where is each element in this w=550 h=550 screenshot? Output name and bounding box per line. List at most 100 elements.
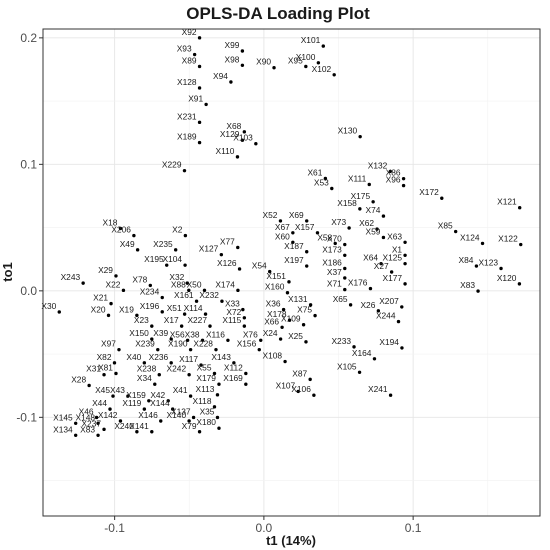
point-label: X96 xyxy=(386,175,401,185)
point-label: X110 xyxy=(216,146,235,156)
point-marker xyxy=(352,345,356,349)
point-label: X244 xyxy=(376,311,396,321)
point-marker xyxy=(169,337,173,341)
point-marker xyxy=(109,301,113,306)
point-label: X25 xyxy=(288,331,303,341)
point-label: X232 xyxy=(199,290,219,300)
point-marker xyxy=(259,338,263,343)
point-marker xyxy=(114,274,118,278)
point-marker xyxy=(304,64,308,69)
point-label: X18 xyxy=(103,217,118,227)
point-label: X160 xyxy=(265,282,285,292)
data-point: X53 xyxy=(314,178,334,191)
point-label: X32 xyxy=(169,272,184,282)
point-label: X56 xyxy=(170,329,185,339)
point-marker xyxy=(118,419,123,423)
data-point: X55 xyxy=(197,362,217,376)
data-point: X176 xyxy=(348,278,373,291)
point-label: X194 xyxy=(379,337,399,347)
data-point: X63 xyxy=(387,231,407,244)
point-marker xyxy=(212,405,217,409)
point-label: X243 xyxy=(61,272,81,282)
data-point: X60 xyxy=(275,231,295,244)
point-marker xyxy=(219,252,224,257)
point-label: X242 xyxy=(167,364,187,374)
data-point: X43 xyxy=(110,385,130,398)
data-point: X42 xyxy=(150,390,170,403)
point-marker xyxy=(160,295,164,300)
point-marker xyxy=(187,419,191,423)
point-marker xyxy=(257,347,261,352)
data-point: X72 xyxy=(226,307,247,320)
y-tick-label: 0.2 xyxy=(20,31,37,45)
data-point: X244 xyxy=(376,311,401,324)
point-marker xyxy=(57,310,61,314)
point-label: X104 xyxy=(163,254,183,264)
point-label: X239 xyxy=(135,339,155,349)
point-marker xyxy=(199,363,203,367)
point-marker xyxy=(185,281,190,285)
point-marker xyxy=(343,242,347,247)
point-marker xyxy=(142,361,147,365)
point-marker xyxy=(379,261,383,266)
point-marker xyxy=(87,383,91,388)
x-tick-label: 0.0 xyxy=(256,521,273,535)
point-label: X116 xyxy=(206,329,225,339)
point-marker xyxy=(204,102,208,107)
data-point: X52 xyxy=(263,210,283,223)
data-point: X130 xyxy=(338,126,362,139)
point-label: X79 xyxy=(182,421,197,431)
point-marker xyxy=(114,371,118,376)
point-label: X91 xyxy=(188,93,203,103)
point-marker xyxy=(305,264,309,268)
point-marker xyxy=(285,291,290,295)
point-label: X164 xyxy=(352,348,372,358)
point-marker xyxy=(312,393,316,397)
data-point: X129 xyxy=(220,129,245,142)
data-point: X88 xyxy=(171,279,191,293)
data-point: X174 xyxy=(215,279,240,293)
point-marker xyxy=(242,130,247,134)
x-tick-label: 0.1 xyxy=(405,521,422,535)
point-marker xyxy=(187,373,191,377)
point-label: X108 xyxy=(263,351,283,361)
data-point: X144 xyxy=(150,398,175,411)
data-point: X243 xyxy=(61,272,85,285)
data-point: X132 xyxy=(368,160,393,174)
axis-ticks: -0.1 0.0 0.1 -0.1 0.0 0.1 0.2 xyxy=(16,31,421,535)
point-label: X21 xyxy=(93,293,108,303)
point-marker xyxy=(343,276,347,280)
point-marker xyxy=(400,346,404,350)
point-label: X2 xyxy=(172,225,183,235)
point-marker xyxy=(153,382,157,386)
point-label: X142 xyxy=(98,410,118,420)
point-marker xyxy=(358,207,362,211)
point-label: X93 xyxy=(177,44,192,54)
point-label: X174 xyxy=(215,279,235,289)
data-point: X126 xyxy=(217,258,242,271)
point-marker xyxy=(159,419,163,423)
data-point: X44 xyxy=(92,398,112,411)
point-marker xyxy=(375,227,379,231)
point-label: X27 xyxy=(374,261,389,271)
point-marker xyxy=(358,134,362,139)
point-label: X235 xyxy=(153,239,173,249)
point-label: X77 xyxy=(220,236,235,246)
point-marker xyxy=(156,347,160,352)
point-marker xyxy=(291,231,295,235)
point-marker xyxy=(165,263,169,267)
point-marker xyxy=(357,370,362,375)
data-point: X70 xyxy=(327,234,347,247)
point-label: X137 xyxy=(171,406,191,416)
point-label: X111 xyxy=(348,173,367,183)
point-label: X206 xyxy=(111,225,131,235)
point-label: X151 xyxy=(266,271,286,281)
point-marker xyxy=(308,303,313,307)
point-label: X113 xyxy=(196,384,215,394)
data-point: X36 xyxy=(266,299,286,312)
point-label: X83 xyxy=(460,280,475,290)
point-marker xyxy=(242,324,247,328)
data-point: X114 xyxy=(184,303,208,316)
